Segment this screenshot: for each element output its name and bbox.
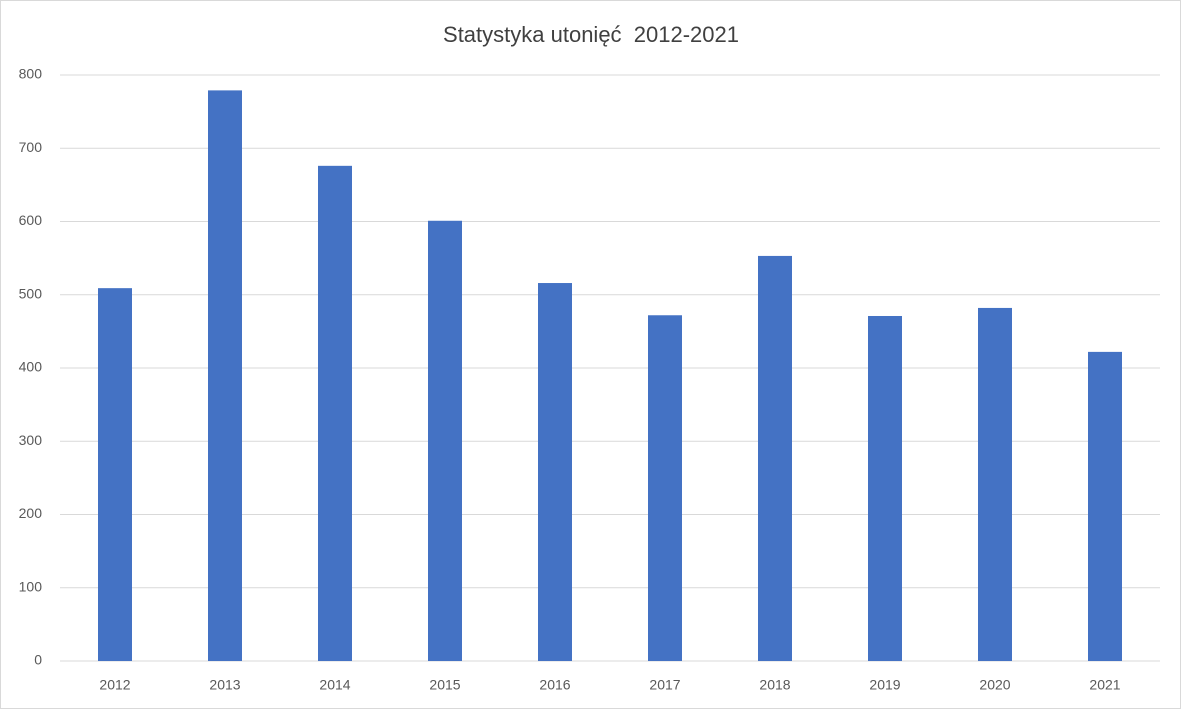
x-tick-label: 2019 [869, 677, 900, 693]
bar [208, 90, 242, 661]
x-tick-label: 2015 [429, 677, 460, 693]
bar [98, 288, 132, 661]
y-tick-label: 500 [19, 285, 43, 301]
bar [978, 307, 1012, 661]
x-tick-label: 2016 [539, 677, 570, 693]
x-tick-label: 2012 [99, 677, 130, 693]
bar [318, 165, 352, 661]
bar [1088, 351, 1122, 661]
bar [648, 315, 682, 661]
y-tick-label: 0 [34, 652, 42, 668]
y-tick-label: 700 [19, 139, 43, 155]
y-tick-label: 100 [19, 578, 43, 594]
x-tick-label: 2013 [209, 677, 240, 693]
x-tick-label: 2017 [649, 677, 680, 693]
x-tick-label: 2018 [759, 677, 790, 693]
y-tick-label: 200 [19, 505, 43, 521]
bar [868, 315, 902, 661]
x-tick-label: 2014 [319, 677, 350, 693]
chart-title: Statystyka utonięć 2012-2021 [443, 22, 739, 47]
bar [538, 283, 572, 661]
bar [758, 255, 792, 662]
bar [428, 220, 462, 661]
y-tick-label: 400 [19, 359, 43, 375]
y-tick-label: 800 [19, 66, 43, 82]
y-tick-label: 600 [19, 212, 43, 228]
y-tick-label: 300 [19, 432, 43, 448]
x-tick-label: 2021 [1089, 677, 1120, 693]
x-tick-label: 2020 [979, 677, 1010, 693]
